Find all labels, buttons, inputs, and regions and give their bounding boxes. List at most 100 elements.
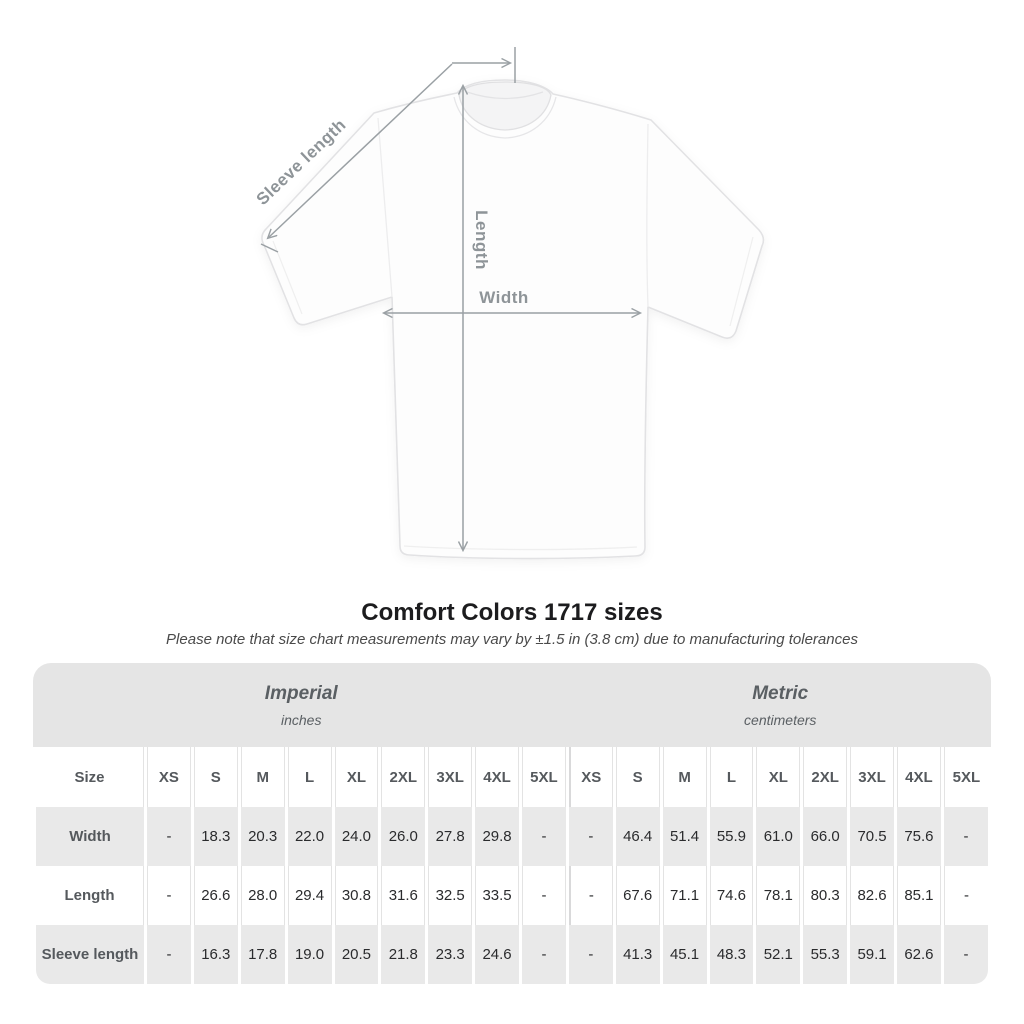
row-label: Width [36,807,144,866]
cell: 75.6 [897,807,941,866]
collar-opening [458,81,552,131]
heading-block: Comfort Colors 1717 sizes Please note th… [0,592,1024,650]
left-armhole-seam [377,117,393,298]
collar-back-seam [466,91,544,100]
cell: - [568,807,613,866]
width-label: Width [479,288,529,307]
cell: 55.3 [803,925,848,984]
cell: 67.6 [615,866,660,925]
size-col: XS [568,747,613,807]
cell: 29.4 [287,866,332,925]
cell: 28.0 [240,866,285,925]
cell: - [568,866,613,925]
cell: 24.0 [334,807,379,866]
size-col: 5XL [522,747,566,807]
right-sleeve-seam [729,236,754,327]
size-col: M [662,747,707,807]
imperial-units: inches [281,711,322,728]
size-col: 2XL [381,747,426,807]
cell: - [147,925,191,984]
length-row: Length - 26.6 28.0 29.4 30.8 31.6 32.5 3… [36,866,988,925]
tshirt-illustration [261,79,765,560]
cell: - [522,925,566,984]
cell: 61.0 [756,807,801,866]
size-col: 4XL [475,747,519,807]
page-title: Comfort Colors 1717 sizes [361,599,663,626]
cell: 27.8 [428,807,473,866]
cell: 24.6 [475,925,519,984]
sleeve-length-row: Sleeve length - 16.3 17.8 19.0 20.5 21.8… [36,925,988,984]
cell: 52.1 [756,925,801,984]
size-col: L [287,747,332,807]
cell: 78.1 [756,866,801,925]
size-data-table: Size XS S M L XL 2XL 3XL 4XL 5XL XS S M … [33,747,991,984]
cell: 70.5 [850,807,894,866]
size-col: 4XL [897,747,941,807]
cell: 16.3 [193,925,238,984]
size-col: XL [334,747,379,807]
cell: 51.4 [662,807,707,866]
cell: 82.6 [850,866,894,925]
cell: 31.6 [381,866,426,925]
cell: 26.6 [193,866,238,925]
size-col: L [709,747,754,807]
cell: 66.0 [803,807,848,866]
tshirt-body [261,79,765,560]
cell: 45.1 [662,925,707,984]
size-col: M [240,747,285,807]
imperial-header: Imperial inches [33,663,569,747]
left-sleeve-seam [272,240,303,315]
width-row: Width - 18.3 20.3 22.0 24.0 26.0 27.8 29… [36,807,988,866]
cell: 59.1 [850,925,894,984]
metric-label: Metric [752,682,809,704]
cell: 30.8 [334,866,379,925]
size-col: XS [147,747,191,807]
cell: 55.9 [709,807,754,866]
cell: 20.3 [240,807,285,866]
cell: 74.6 [709,866,754,925]
cell: 20.5 [334,925,379,984]
cell: 85.1 [897,866,941,925]
right-armhole-seam [646,123,649,308]
size-col: S [615,747,660,807]
cell: - [147,807,191,866]
metric-header: Metric centimeters [569,663,991,747]
cell: 29.8 [475,807,519,866]
cell: - [147,866,191,925]
metric-units: centimeters [744,711,817,728]
row-label: Length [36,866,144,925]
hem-seam [403,545,638,551]
imperial-label: Imperial [264,682,338,704]
sleeve-length-arrow [268,63,453,238]
cell: 71.1 [662,866,707,925]
cell: - [568,925,613,984]
size-col: 5XL [943,747,988,807]
sleeve-end-tick [260,243,279,253]
cell: 23.3 [428,925,473,984]
cell: 17.8 [240,925,285,984]
cell: 32.5 [428,866,473,925]
cell: 19.0 [287,925,332,984]
unit-header-band: Imperial inches Metric centimeters [33,663,991,747]
size-col: S [193,747,238,807]
cell: - [943,807,988,866]
tshirt-measurement-diagram: Sleeve length Length Width [253,47,765,560]
size-col: 3XL [428,747,473,807]
cell: 26.0 [381,807,426,866]
cell: 80.3 [803,866,848,925]
cell: 18.3 [193,807,238,866]
cell: - [522,866,566,925]
row-label: Sleeve length [36,925,144,984]
size-col: XL [756,747,801,807]
size-header-cell: Size [36,747,144,807]
size-header-row: Size XS S M L XL 2XL 3XL 4XL 5XL XS S M … [36,747,988,807]
cell: 21.8 [381,925,426,984]
size-col: 3XL [850,747,894,807]
cell: - [522,807,566,866]
cell: 33.5 [475,866,519,925]
cell: - [943,866,988,925]
cell: 62.6 [897,925,941,984]
tolerance-note: Please note that size chart measurements… [166,631,858,648]
length-label: Length [472,210,491,270]
